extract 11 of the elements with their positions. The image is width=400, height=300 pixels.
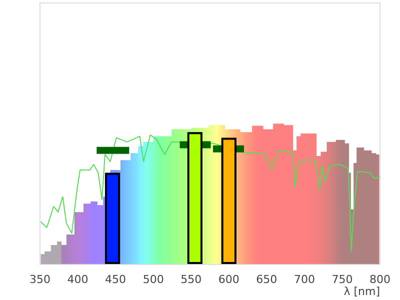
x-axis-title: λ [nm] <box>344 285 380 298</box>
x-tick-label: 650 <box>256 273 278 286</box>
x-tick-label: 600 <box>218 273 240 286</box>
x-tick-label: 400 <box>67 273 88 286</box>
x-tick-label: 700 <box>294 273 315 286</box>
x-tick-label: 350 <box>30 273 50 286</box>
x-tick-label: 450 <box>105 273 126 286</box>
x-tick-label: 750 <box>332 273 353 286</box>
x-tick-label: 800 <box>370 273 390 286</box>
x-tick-label: 550 <box>180 273 202 286</box>
x-tick-label: 500 <box>142 273 164 286</box>
